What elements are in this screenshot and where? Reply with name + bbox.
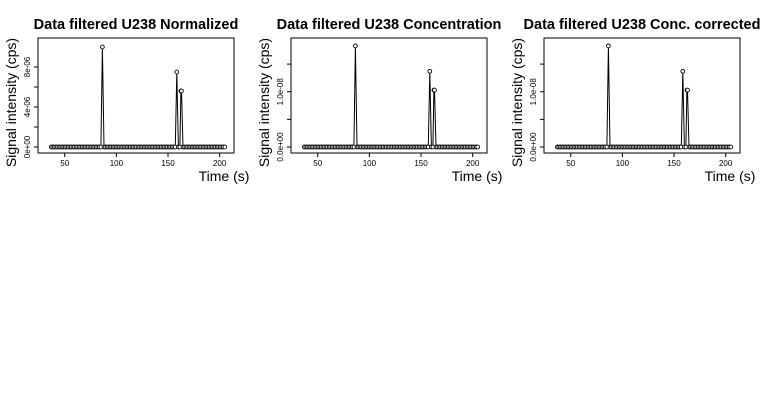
chart-title: Data filtered U238 Conc. corrected	[524, 17, 760, 33]
data-point	[475, 144, 481, 150]
y-axis-label: Signal intensity (cps)	[509, 38, 525, 167]
x-tick-label: 50	[60, 159, 69, 168]
data-point	[685, 87, 690, 93]
x-tick-label: 100	[363, 159, 377, 168]
x-axis-label: Time (s)	[705, 168, 756, 184]
series-line	[557, 45, 731, 148]
data-point	[432, 87, 437, 93]
series-line	[304, 45, 478, 148]
y-tick-label: 1.0e-08	[529, 78, 538, 106]
x-tick-label: 200	[466, 159, 480, 168]
x-tick-label: 100	[616, 159, 630, 168]
peak-point	[680, 68, 686, 74]
series-line	[51, 46, 225, 148]
y-axis-label: Signal intensity (cps)	[3, 38, 19, 167]
x-tick-label: 150	[667, 159, 681, 168]
chart-panel-2: Data filtered U238 Concentration 50 100 150…	[256, 17, 502, 184]
y-tick-label: 0.0e+00	[529, 132, 538, 162]
chart-title: Data filtered U238 Concentration	[277, 17, 502, 33]
data-point	[179, 88, 184, 94]
plot-frame	[290, 37, 488, 154]
y-tick-label: 0e+00	[23, 135, 32, 158]
data-point	[728, 144, 734, 150]
peak-point	[174, 69, 180, 75]
chart-panel-3: Data filtered U238 Conc. corrected 50 100 1…	[509, 17, 760, 184]
data-point	[222, 144, 228, 150]
chart-title: Data filtered U238 Normalized	[34, 17, 239, 33]
y-tick-label: 4e-06	[23, 96, 32, 117]
x-tick-label: 150	[414, 159, 428, 168]
x-tick-label: 50	[313, 159, 322, 168]
chart-panel-1: Data filtered U238 Normalized 50 100 150 200…	[3, 17, 249, 184]
x-tick-label: 150	[161, 159, 175, 168]
y-tick-label: 8e-06	[23, 56, 32, 77]
peak-point	[606, 43, 611, 49]
y-axis-label: Signal intensity (cps)	[256, 38, 272, 167]
y-tick-label: 1.0e-08	[276, 78, 285, 106]
x-tick-label: 50	[566, 159, 575, 168]
x-tick-label: 200	[719, 159, 733, 168]
peak-point	[100, 44, 105, 50]
x-axis-label: Time (s)	[452, 168, 503, 184]
x-tick-label: 200	[213, 159, 227, 168]
plot-frame	[543, 37, 741, 154]
peak-point	[353, 43, 358, 49]
plot-frame	[37, 37, 235, 154]
x-tick-label: 100	[110, 159, 124, 168]
peak-point	[427, 68, 433, 74]
y-tick-label: 0.0e+00	[276, 132, 285, 162]
x-axis-label: Time (s)	[199, 168, 250, 184]
